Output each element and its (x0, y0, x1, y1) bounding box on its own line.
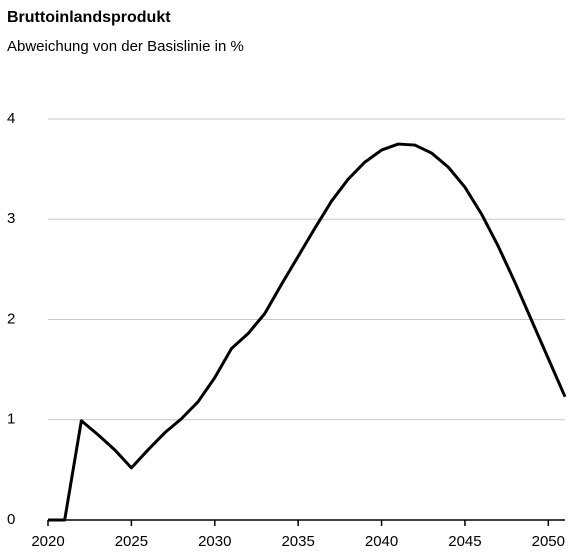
x-tick-label: 2025 (115, 533, 148, 550)
x-tick-label: 2040 (365, 533, 398, 550)
y-tick-label: 2 (7, 310, 15, 327)
chart-subtitle: Abweichung von der Basislinie in % (7, 38, 244, 55)
y-tick-label: 0 (7, 511, 15, 528)
y-tick-label: 3 (7, 210, 15, 227)
x-tick-label: 2020 (31, 533, 64, 550)
line (48, 142, 567, 522)
chart-title: Bruttoinlandsprodukt (7, 9, 171, 26)
x-tick-label: 2035 (281, 533, 314, 550)
y-tick-label: 4 (7, 110, 15, 127)
x-tick-label: 2050 (532, 533, 565, 550)
x-tick-label: 2045 (448, 533, 481, 550)
y-tick-label: 1 (7, 411, 15, 428)
x-tick-label: 2030 (198, 533, 231, 550)
